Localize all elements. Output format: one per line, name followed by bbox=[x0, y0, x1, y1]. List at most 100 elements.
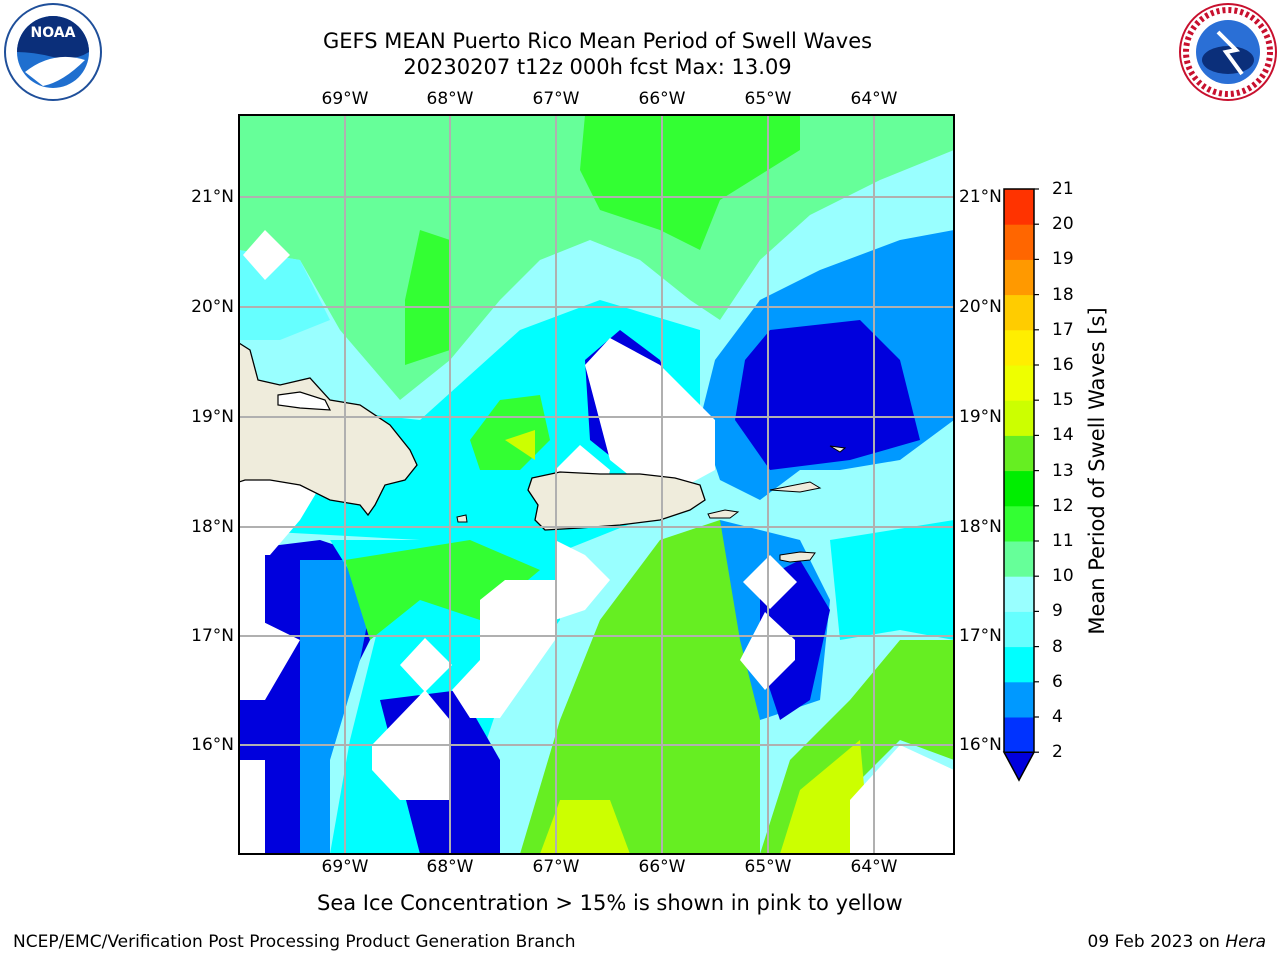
colorbar-segment bbox=[1004, 576, 1034, 612]
colorbar-tick-label: 16 bbox=[1052, 355, 1074, 375]
footer-date: 09 Feb 2023 on Hera bbox=[1088, 932, 1266, 952]
lon-label-top-69: 69°W bbox=[321, 89, 369, 109]
lon-label-top-66: 66°W bbox=[638, 89, 686, 109]
land-anegada bbox=[829, 445, 847, 453]
svg-text:NOAA: NOAA bbox=[31, 25, 76, 41]
field-yellow-monapass bbox=[505, 430, 535, 460]
colorbar-label: Mean Period of Swell Waves [s] bbox=[1085, 307, 1109, 635]
colorbar-segment bbox=[1004, 329, 1034, 366]
lat-label-left-16: 16°N bbox=[191, 735, 234, 755]
colorbar-segment bbox=[1004, 646, 1034, 683]
lat-label-right-16: 16°N bbox=[959, 735, 1002, 755]
lon-label-bottom-65: 65°W bbox=[744, 857, 792, 877]
field-green-patch bbox=[580, 115, 800, 250]
map-frame bbox=[238, 114, 955, 855]
colorbar-ticks: 2 4 6 8 9 10 11 12 13 14 15 16 17 18 19 20 21 bbox=[1048, 179, 1098, 770]
colorbar-segment bbox=[1004, 259, 1034, 296]
lon-label-top-65: 65°W bbox=[744, 89, 792, 109]
colorbar-tick-label: 11 bbox=[1052, 531, 1074, 551]
lon-label-bottom-64: 64°W bbox=[850, 857, 898, 877]
colorbar bbox=[1002, 188, 1039, 782]
lon-label-bottom-69: 69°W bbox=[321, 857, 369, 877]
land-st-croix bbox=[779, 551, 816, 563]
land-puerto-rico bbox=[527, 471, 706, 531]
field-blue-sw bbox=[300, 560, 380, 854]
lon-label-top-68: 68°W bbox=[426, 89, 474, 109]
missing-w3 bbox=[239, 760, 265, 854]
colorbar-segment bbox=[1004, 611, 1034, 648]
lat-label-right-19: 19°N bbox=[959, 407, 1002, 427]
colorbar-tick-label: 2 bbox=[1052, 742, 1063, 763]
nws-logo bbox=[1179, 3, 1277, 101]
lat-label-left-19: 19°N bbox=[191, 407, 234, 427]
missing-s2 bbox=[400, 638, 452, 692]
land-hispaniola-bay bbox=[277, 391, 332, 411]
field-green-patch-2 bbox=[405, 230, 450, 365]
colorbar-tick-label: 14 bbox=[1052, 425, 1074, 446]
colorbar-segment bbox=[1004, 435, 1034, 472]
colorbar-tick-label: 18 bbox=[1052, 284, 1074, 305]
footer-branch: NCEP/EMC/Verification Post Processing Pr… bbox=[13, 932, 576, 952]
lon-label-top-67: 67°W bbox=[532, 89, 580, 109]
colorbar-tick-label: 13 bbox=[1052, 460, 1074, 481]
missing-se1 bbox=[743, 555, 797, 609]
noaa-logo: NOAA bbox=[4, 3, 102, 101]
colorbar-tick-label: 8 bbox=[1052, 636, 1063, 657]
colorbar-segment bbox=[1004, 681, 1034, 718]
lat-label-right-20: 20°N bbox=[959, 297, 1002, 317]
lat-label-left-21: 21°N bbox=[191, 187, 234, 207]
missing-w2 bbox=[239, 610, 300, 700]
missing-pr-n bbox=[585, 338, 715, 500]
colorbar-tick-label: 12 bbox=[1052, 495, 1074, 516]
field-yellow-s bbox=[540, 800, 630, 854]
lat-label-left-20: 20°N bbox=[191, 297, 234, 317]
land-mona bbox=[456, 514, 468, 523]
lon-label-bottom-67: 67°W bbox=[532, 857, 580, 877]
footer-date-text: 09 Feb 2023 on bbox=[1087, 932, 1226, 952]
field-yellowgreen bbox=[520, 520, 760, 854]
land-hispaniola bbox=[239, 342, 418, 517]
colorbar-segment bbox=[1004, 224, 1034, 260]
lat-label-left-18: 18°N bbox=[191, 517, 234, 537]
field-green-south bbox=[345, 540, 540, 640]
colorbar-segment bbox=[1004, 541, 1034, 577]
colorbar-tick-label: 15 bbox=[1052, 390, 1074, 411]
colorbar-segment bbox=[1004, 294, 1034, 331]
colorbar-segment bbox=[1004, 470, 1034, 507]
colorbar-under-arrow bbox=[1002, 751, 1036, 782]
field-cyan-e bbox=[830, 520, 954, 640]
missing-se-corner bbox=[850, 745, 954, 854]
swell-period-field bbox=[239, 115, 954, 854]
colorbar-tick-label: 20 bbox=[1052, 214, 1074, 235]
lat-label-right-18: 18°N bbox=[959, 517, 1002, 537]
field-yellow-se bbox=[780, 740, 870, 854]
land-virgin-islands bbox=[769, 481, 822, 493]
colorbar-segment bbox=[1004, 189, 1034, 225]
footer-host: Hera bbox=[1225, 932, 1266, 952]
colorbar-tick-label: 19 bbox=[1052, 249, 1074, 270]
lat-label-right-21: 21°N bbox=[959, 187, 1002, 207]
lon-label-bottom-68: 68°W bbox=[426, 857, 474, 877]
colorbar-segment bbox=[1004, 717, 1034, 753]
colorbar-segment bbox=[1004, 365, 1034, 401]
land-vieques bbox=[707, 509, 740, 519]
colorbar-tick-label: 21 bbox=[1052, 179, 1074, 199]
colorbar-tick-label: 17 bbox=[1052, 319, 1074, 340]
lat-label-right-17: 17°N bbox=[959, 626, 1002, 646]
map-subtitle: 20230207 t12z 000h fcst Max: 13.09 bbox=[403, 55, 792, 79]
lon-label-bottom-66: 66°W bbox=[638, 857, 686, 877]
lon-label-top-64: 64°W bbox=[850, 89, 898, 109]
missing-s4 bbox=[555, 540, 610, 620]
lat-label-left-17: 17°N bbox=[191, 626, 234, 646]
missing-s3 bbox=[452, 580, 555, 718]
map-title: GEFS MEAN Puerto Rico Mean Period of Swe… bbox=[322, 29, 873, 53]
colorbar-tick-label: 6 bbox=[1052, 671, 1063, 692]
colorbar-tick-label: 10 bbox=[1052, 566, 1074, 587]
colorbar-tick-label: 9 bbox=[1052, 601, 1063, 622]
colorbar-segment bbox=[1004, 400, 1034, 436]
colorbar-segment bbox=[1004, 505, 1034, 542]
sea-ice-caption: Sea Ice Concentration > 15% is shown in … bbox=[317, 891, 903, 915]
colorbar-tick-label: 4 bbox=[1052, 707, 1063, 727]
graticule bbox=[239, 115, 954, 854]
